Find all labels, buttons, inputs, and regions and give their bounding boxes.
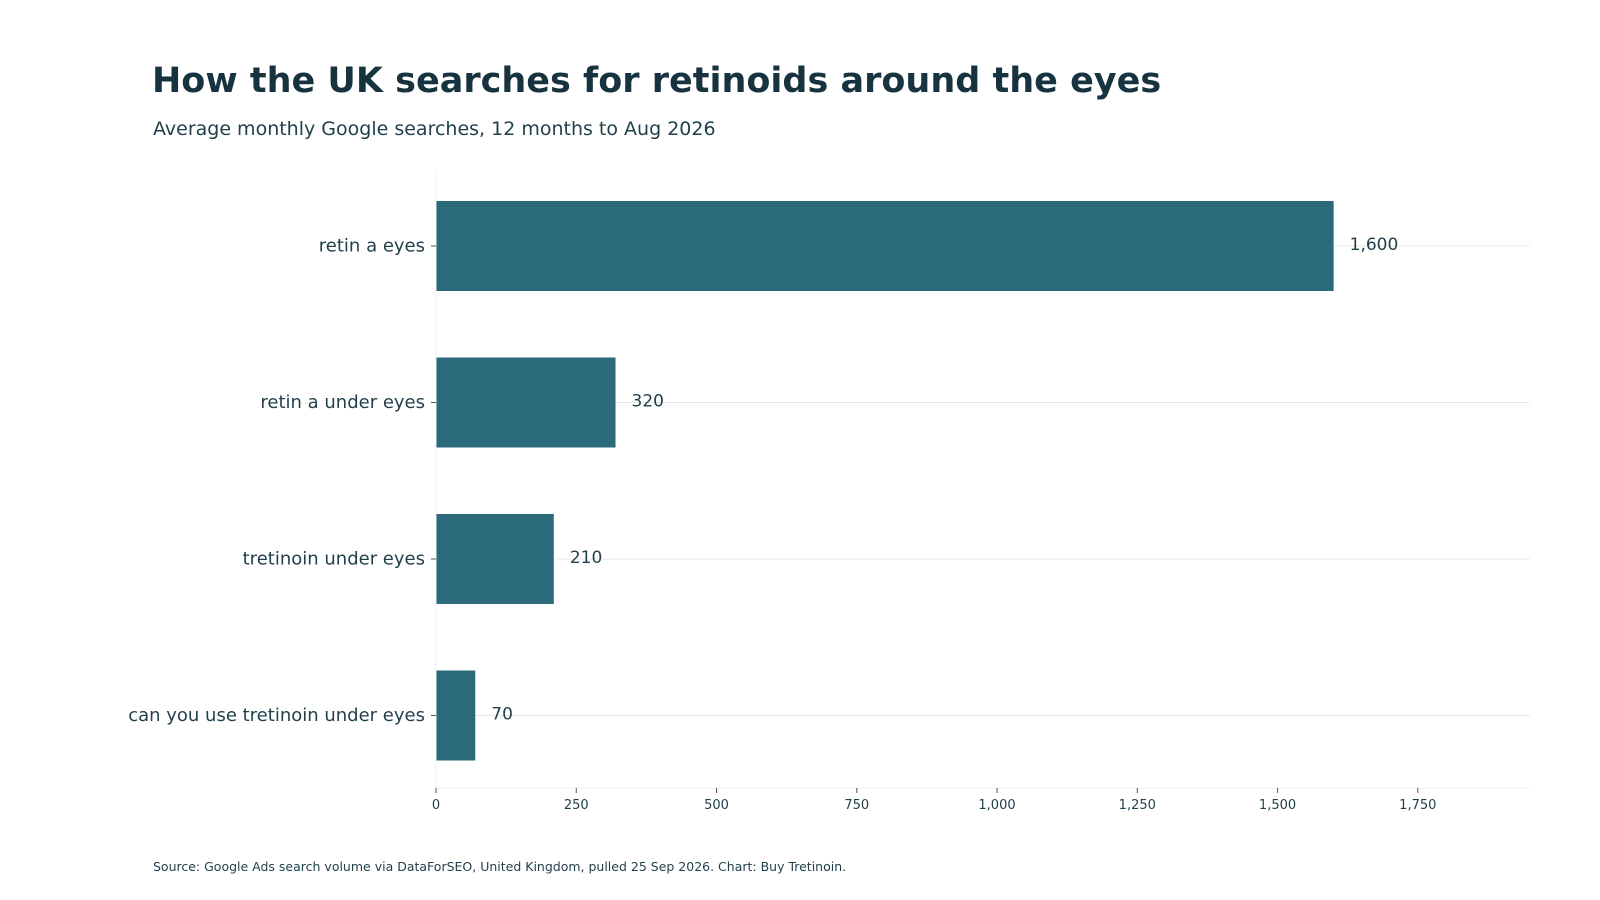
x-tick-label: 1,750 [1399,798,1436,813]
chart-title: How the UK searches for retinoids around… [152,61,1162,101]
bar [436,357,616,448]
x-tick-label: 1,000 [978,798,1015,813]
value-label: 210 [570,548,602,568]
axis-layer [431,172,1530,793]
x-tick-label: 750 [844,798,869,813]
chart-subtitle: Average monthly Google searches, 12 mont… [153,118,716,140]
bar [436,201,1334,291]
value-label: 320 [632,392,664,412]
value-label: 1,600 [1350,235,1399,255]
bar [436,514,554,604]
source-note: Source: Google Ads search volume via Dat… [153,859,847,874]
bar-chart: retin a eyes 1,600 retin a under eyes 320 tr… [128,172,1530,813]
x-tick-label: 250 [564,798,589,813]
x-tick-label: 0 [432,798,440,813]
category-label: tretinoin under eyes [243,549,425,570]
grid-layer [436,245,1530,716]
x-tick-label: 1,500 [1259,798,1296,813]
bar [436,670,476,761]
x-tick-label: 1,250 [1119,798,1156,813]
category-label: can you use tretinoin under eyes [128,705,425,726]
category-label: retin a eyes [319,236,425,257]
label-layer: retin a eyes 1,600 retin a under eyes 320 tr… [128,235,1436,813]
bar-layer [436,201,1334,761]
x-tick-label: 500 [704,798,729,813]
category-label: retin a under eyes [260,392,425,413]
value-label: 70 [491,705,513,725]
